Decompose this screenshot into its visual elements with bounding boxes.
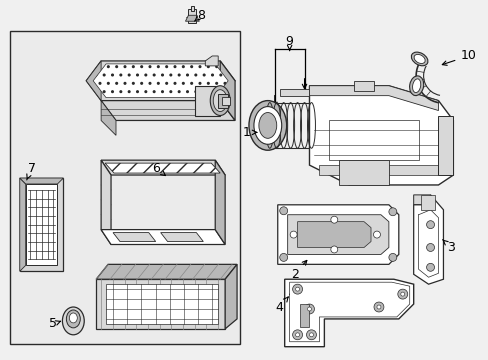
Polygon shape bbox=[20, 178, 26, 271]
Ellipse shape bbox=[412, 79, 420, 93]
Circle shape bbox=[279, 207, 287, 215]
Text: 6: 6 bbox=[151, 162, 165, 176]
Polygon shape bbox=[86, 61, 101, 100]
Circle shape bbox=[307, 307, 311, 311]
Polygon shape bbox=[26, 184, 57, 265]
Circle shape bbox=[330, 216, 337, 223]
Polygon shape bbox=[319, 165, 438, 175]
Circle shape bbox=[295, 333, 299, 337]
Circle shape bbox=[373, 302, 383, 312]
Ellipse shape bbox=[258, 113, 276, 138]
Polygon shape bbox=[413, 195, 429, 205]
Polygon shape bbox=[101, 100, 235, 121]
Text: 1: 1 bbox=[243, 126, 256, 139]
Polygon shape bbox=[339, 160, 388, 185]
Polygon shape bbox=[161, 233, 203, 242]
Circle shape bbox=[373, 231, 380, 238]
Polygon shape bbox=[297, 222, 370, 247]
Polygon shape bbox=[20, 178, 63, 184]
Circle shape bbox=[426, 243, 434, 251]
Polygon shape bbox=[413, 195, 443, 284]
Circle shape bbox=[292, 330, 302, 340]
Polygon shape bbox=[220, 61, 235, 121]
Circle shape bbox=[304, 304, 314, 314]
Text: 5: 5 bbox=[49, 318, 61, 330]
Text: 10: 10 bbox=[442, 49, 475, 65]
Polygon shape bbox=[101, 160, 111, 244]
Circle shape bbox=[388, 208, 396, 216]
Polygon shape bbox=[279, 89, 309, 96]
Polygon shape bbox=[420, 195, 434, 210]
Circle shape bbox=[306, 330, 316, 340]
Polygon shape bbox=[205, 56, 218, 66]
Circle shape bbox=[426, 264, 434, 271]
Polygon shape bbox=[328, 121, 418, 160]
Polygon shape bbox=[438, 116, 452, 175]
Circle shape bbox=[289, 231, 297, 238]
Polygon shape bbox=[96, 279, 224, 329]
Polygon shape bbox=[299, 304, 309, 327]
Text: 8: 8 bbox=[194, 9, 205, 22]
Ellipse shape bbox=[409, 76, 423, 95]
Polygon shape bbox=[101, 230, 224, 244]
Polygon shape bbox=[309, 86, 452, 185]
Circle shape bbox=[295, 287, 299, 291]
Polygon shape bbox=[113, 233, 155, 242]
Ellipse shape bbox=[210, 86, 230, 116]
Ellipse shape bbox=[62, 307, 84, 335]
Circle shape bbox=[330, 246, 337, 253]
Polygon shape bbox=[222, 96, 230, 105]
Circle shape bbox=[309, 333, 313, 337]
Polygon shape bbox=[309, 86, 438, 111]
Polygon shape bbox=[191, 6, 194, 11]
Polygon shape bbox=[195, 86, 220, 116]
Ellipse shape bbox=[413, 54, 424, 63]
Ellipse shape bbox=[69, 313, 77, 323]
Polygon shape bbox=[353, 81, 373, 91]
Text: 3: 3 bbox=[442, 240, 454, 254]
Text: 9: 9 bbox=[285, 35, 293, 50]
Polygon shape bbox=[277, 205, 398, 264]
Circle shape bbox=[376, 305, 380, 309]
Polygon shape bbox=[93, 64, 228, 98]
Text: 4: 4 bbox=[275, 297, 288, 314]
Polygon shape bbox=[86, 61, 235, 100]
Circle shape bbox=[388, 253, 396, 261]
Polygon shape bbox=[105, 163, 220, 173]
Circle shape bbox=[279, 253, 287, 261]
Polygon shape bbox=[218, 94, 228, 108]
Circle shape bbox=[426, 221, 434, 229]
Polygon shape bbox=[287, 215, 388, 255]
Ellipse shape bbox=[410, 52, 427, 66]
Ellipse shape bbox=[213, 90, 226, 112]
Circle shape bbox=[292, 284, 302, 294]
Polygon shape bbox=[215, 160, 224, 244]
Polygon shape bbox=[20, 178, 63, 271]
Circle shape bbox=[400, 292, 404, 296]
Bar bbox=[10, 31, 240, 344]
Text: 7: 7 bbox=[27, 162, 36, 180]
Text: 2: 2 bbox=[290, 260, 306, 281]
Circle shape bbox=[397, 289, 407, 299]
Polygon shape bbox=[96, 264, 237, 279]
Ellipse shape bbox=[253, 107, 281, 144]
Polygon shape bbox=[101, 100, 116, 135]
Polygon shape bbox=[101, 160, 224, 175]
Polygon shape bbox=[224, 264, 237, 329]
Polygon shape bbox=[106, 284, 218, 324]
Polygon shape bbox=[284, 279, 413, 347]
Ellipse shape bbox=[66, 310, 80, 328]
Ellipse shape bbox=[248, 100, 286, 150]
Polygon shape bbox=[188, 9, 196, 23]
Polygon shape bbox=[185, 15, 199, 21]
